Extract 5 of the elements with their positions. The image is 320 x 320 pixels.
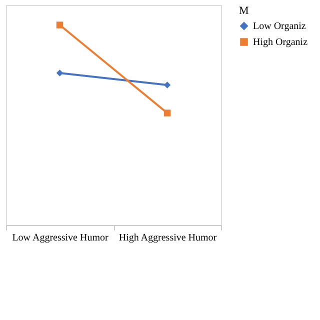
- x-tick-label: Low Aggressive Humor: [12, 232, 109, 244]
- x-tick-label: High Aggressive Humor: [118, 232, 218, 244]
- legend-title: M: [239, 5, 249, 17]
- legend-label: High Organiz: [253, 37, 308, 48]
- legend-label: Low Organiz: [253, 21, 306, 32]
